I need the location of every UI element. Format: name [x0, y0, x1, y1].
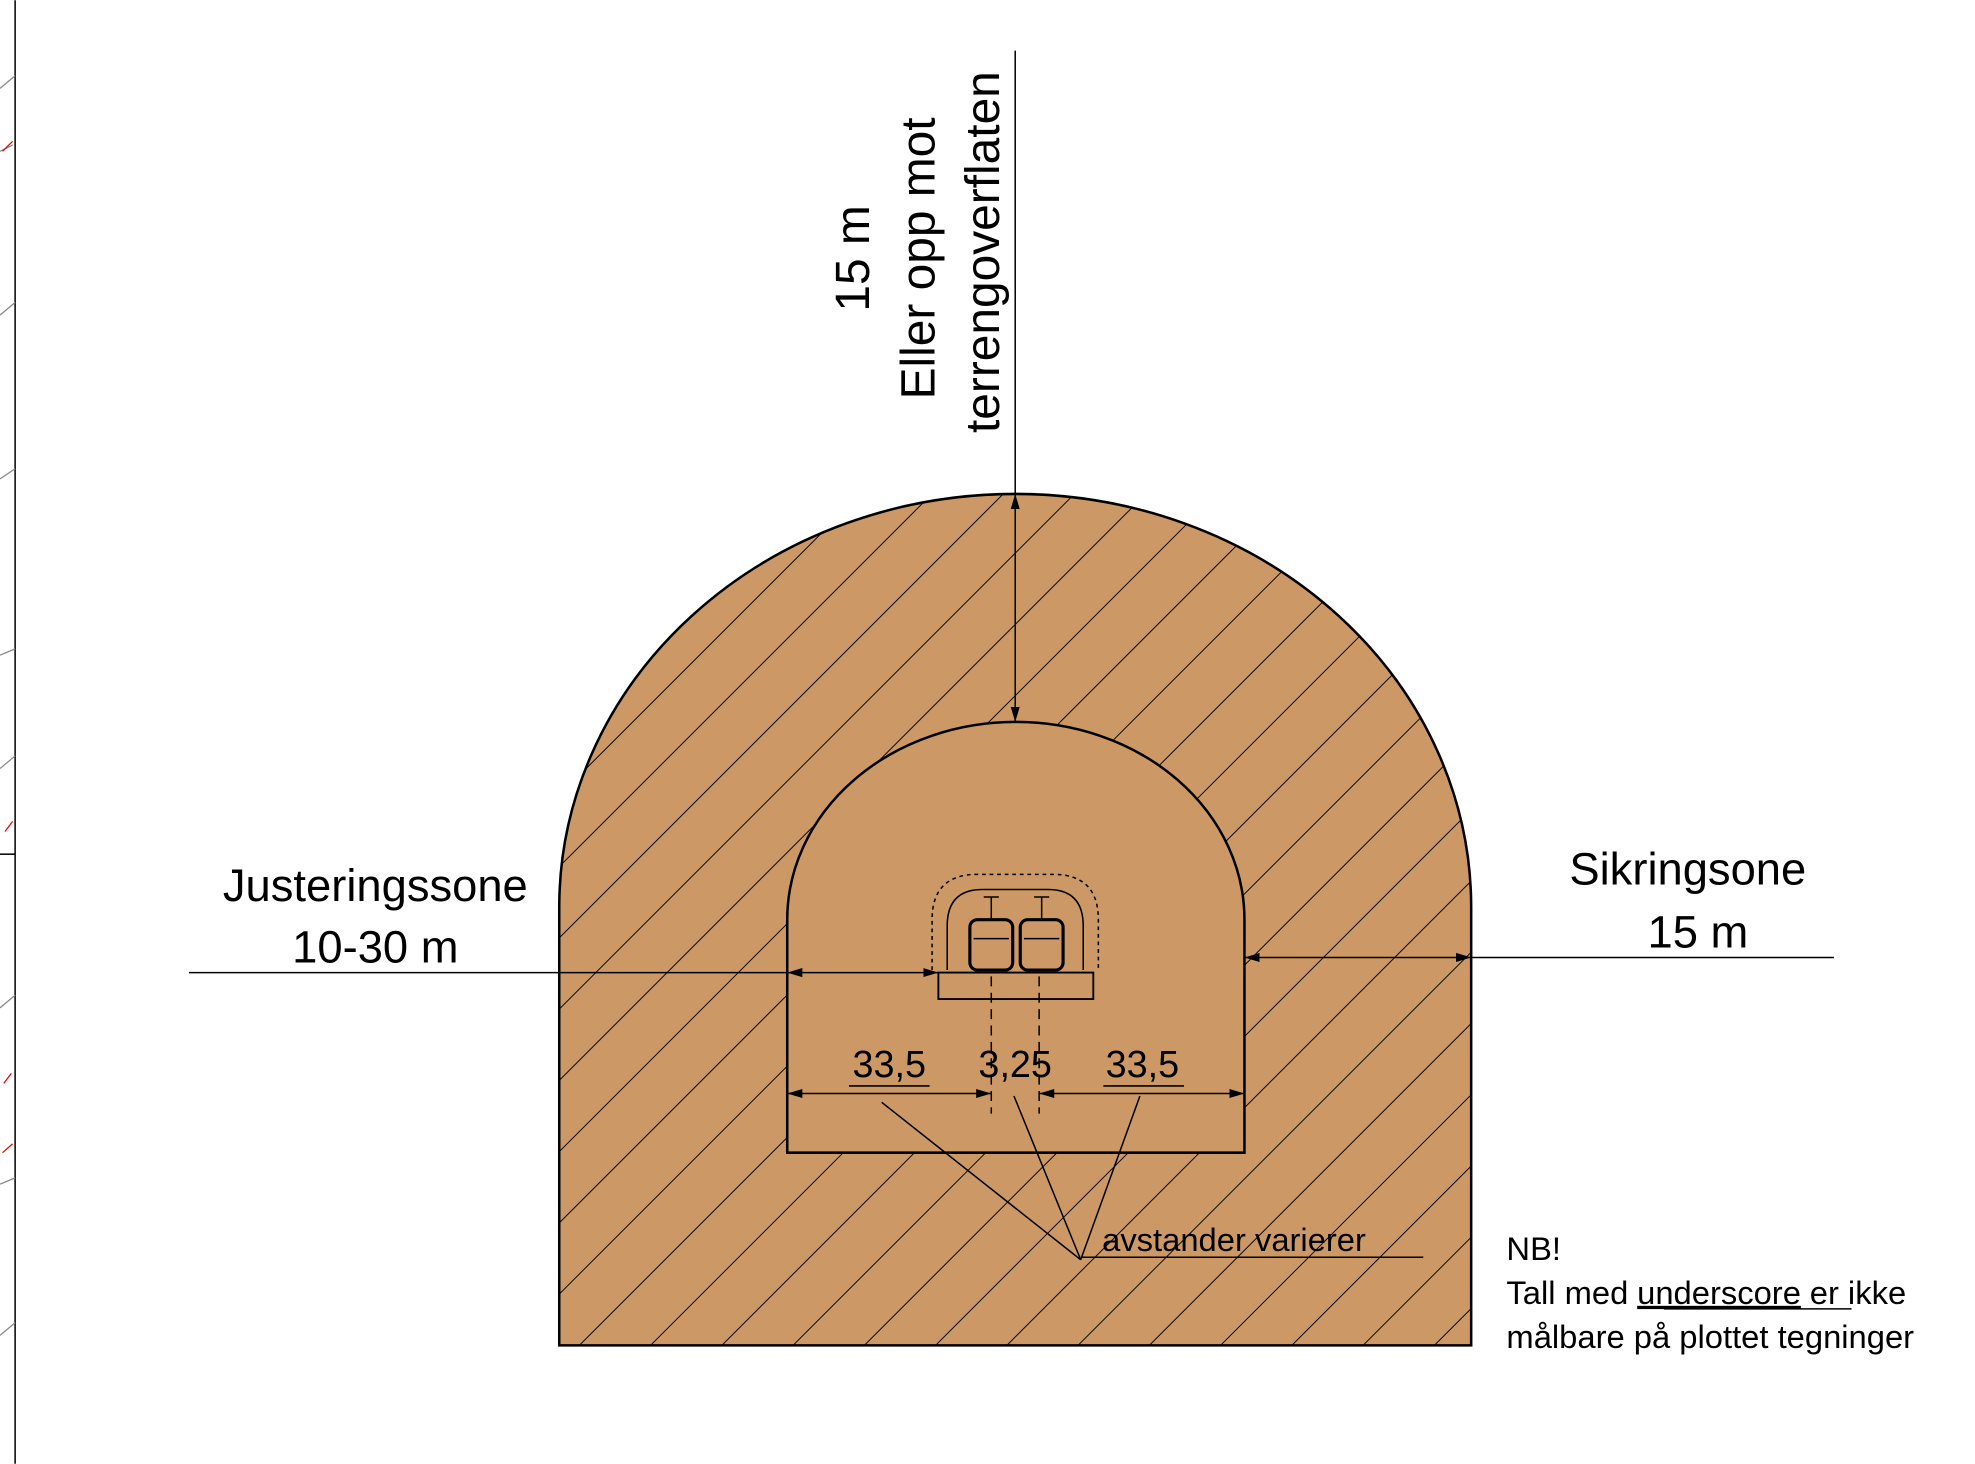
zone-range: 15 m [1648, 906, 1749, 957]
note-underlined: underscore [1637, 1274, 1801, 1311]
dimension-label: 3,25 [978, 1044, 1052, 1086]
depth-value: 15 m [827, 205, 880, 311]
depth-note: terrengoverflaten [957, 71, 1010, 433]
zone-range: 10-30 m [292, 922, 458, 973]
tunnel [785, 720, 1246, 1154]
note-line: målbare på plottet tegninger [1506, 1318, 1914, 1355]
depth-note: Eller opp mot [893, 117, 946, 399]
zone-label: Justeringssone [223, 860, 528, 911]
dimension-label: 33,5 [1106, 1044, 1180, 1086]
note-title: NB! [1506, 1230, 1561, 1267]
trams [931, 873, 1100, 1000]
note-line: Tall med underscore er ikke [1506, 1274, 1906, 1311]
note-text: er ikke [1810, 1274, 1906, 1311]
varies-note: avstander varierer [1102, 1221, 1366, 1258]
dimension-lines [188, 50, 1834, 1261]
frame [0, 0, 16, 1464]
zone-label: Sikringsone [1569, 843, 1806, 894]
note-text: Tall med [1506, 1274, 1628, 1311]
dimension-label: 33,5 [852, 1044, 926, 1086]
